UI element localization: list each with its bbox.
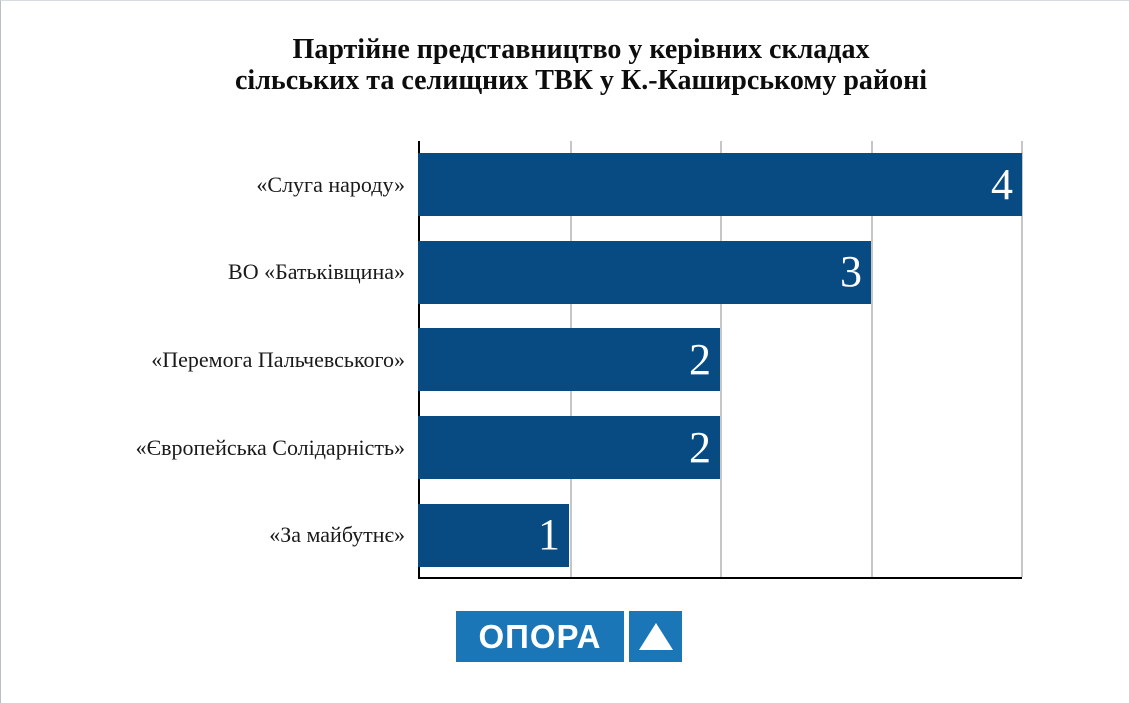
bar-value-label: 4	[991, 159, 1013, 209]
bar-value-label: 1	[538, 510, 560, 560]
opora-logo-mark	[629, 611, 682, 662]
gridline-x-2	[720, 141, 722, 577]
bar-row: «За майбутнє» 1	[1, 491, 1022, 579]
bar-track: 2	[418, 316, 1022, 404]
bar: 2	[418, 416, 720, 480]
bar-track: 4	[418, 141, 1022, 229]
gridline-x-4	[1021, 141, 1023, 577]
chart-title-line2: сільських та селищних ТВК у К.-Каширсько…	[235, 65, 927, 96]
opora-logo-text: ОПОРА	[478, 617, 602, 655]
bar: 3	[418, 240, 871, 304]
gridline-x-3	[870, 141, 873, 577]
bar-track: 2	[418, 404, 1022, 492]
bar: 4	[418, 153, 1022, 217]
bar-chart: «Слуга народу» 4 ВО «Батьківщина» 3 «Перемог…	[1, 141, 1023, 579]
bar-row: «Перемога Пальчевського» 2	[1, 316, 1022, 404]
bar-row: «Європейська Солідарність» 2	[1, 404, 1022, 492]
chart-title: Партійне представництво у керівних склад…	[1, 34, 1129, 96]
bar-row: ВО «Батьківщина» 3	[1, 229, 1022, 317]
bar-rows: «Слуга народу» 4 ВО «Батьківщина» 3 «Перемог…	[1, 141, 1022, 579]
bar-value-label: 2	[689, 422, 711, 472]
bar: 1	[418, 503, 569, 567]
category-label: ВО «Батьківщина»	[228, 259, 405, 285]
triangle-up-icon	[638, 623, 673, 650]
bar-value-label: 2	[689, 334, 711, 384]
category-label: «Перемога Пальчевського»	[151, 346, 405, 372]
bar-row: «Слуга народу» 4	[1, 141, 1022, 229]
category-label: «Європейська Солідарність»	[135, 434, 405, 460]
category-label: «Слуга народу»	[256, 171, 405, 197]
opora-logo: ОПОРА	[456, 611, 682, 662]
opora-logo-wordmark: ОПОРА	[456, 611, 624, 662]
chart-title-line1: Партійне представництво у керівних склад…	[292, 34, 870, 65]
bar-value-label: 3	[840, 247, 862, 297]
bar-track: 3	[418, 229, 1022, 317]
bar-track: 1	[418, 491, 1022, 579]
category-label: «За майбутнє»	[269, 522, 405, 548]
bar: 2	[418, 328, 720, 392]
